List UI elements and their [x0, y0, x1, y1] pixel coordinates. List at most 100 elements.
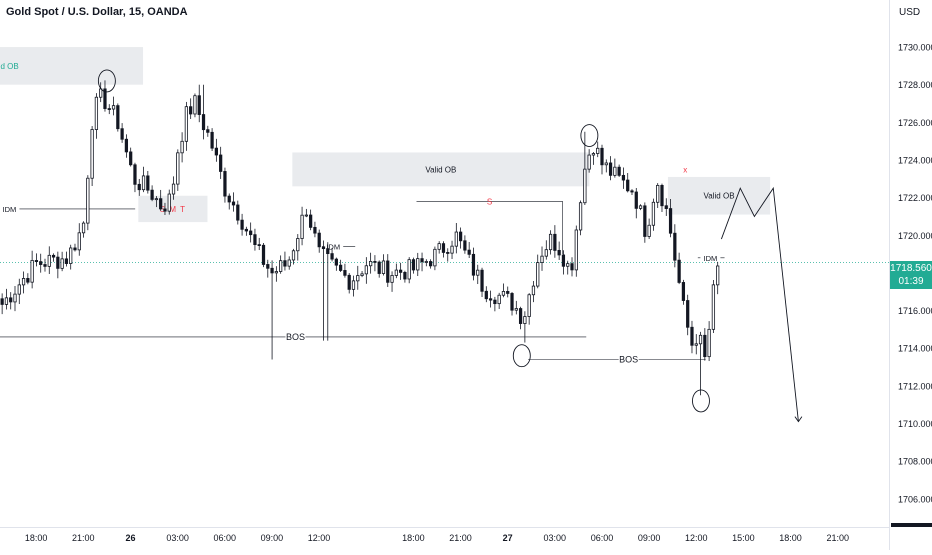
candle-body-up — [578, 202, 583, 231]
candle-body-up — [450, 245, 454, 254]
candle — [518, 306, 523, 330]
candle-body-down — [703, 334, 707, 358]
candle-body-up — [454, 231, 458, 247]
candle — [283, 251, 287, 271]
sweep-x-marker: x — [683, 165, 687, 174]
candle-body-down — [330, 253, 334, 260]
candle-body-up — [531, 285, 536, 296]
candle — [180, 132, 184, 163]
x-tick-label: 21:00 — [72, 533, 95, 543]
candle — [441, 241, 446, 258]
candle — [90, 126, 94, 186]
candle-body-up — [437, 243, 441, 250]
candle — [43, 258, 47, 272]
candle-body-down — [643, 205, 647, 237]
candle — [369, 252, 373, 274]
candle-body-down — [146, 175, 150, 191]
candle-body-down — [249, 230, 253, 236]
sweep-label: S — [487, 197, 492, 206]
candle — [249, 222, 253, 243]
candle — [660, 183, 664, 213]
candle — [488, 290, 493, 308]
candle-body-down — [347, 274, 351, 290]
y-tick-label: 1726.000 — [898, 118, 932, 128]
candle-body-up — [30, 260, 34, 283]
candle — [510, 291, 514, 316]
candle-body-down — [219, 154, 223, 172]
candle-body-down — [257, 244, 261, 247]
candle-body-up — [566, 263, 570, 267]
candle — [463, 235, 467, 254]
candle — [129, 147, 133, 167]
candle-body-down — [201, 114, 206, 131]
candle-body-up — [390, 275, 394, 283]
countdown-value: 01:39 — [898, 276, 924, 287]
level-label-bg — [285, 331, 306, 342]
candle — [604, 159, 608, 173]
candle — [227, 193, 231, 210]
x-tick-label: 18:00 — [25, 533, 48, 543]
candle-body-up — [90, 129, 94, 179]
candle — [553, 225, 557, 258]
y-tick-label: 1716.000 — [898, 306, 932, 316]
candle — [686, 294, 690, 336]
candle-body-down — [210, 131, 214, 149]
candle — [69, 244, 73, 270]
order-block-zone — [667, 176, 771, 215]
candle-body-up — [180, 140, 184, 154]
candle — [107, 104, 111, 115]
candle — [480, 267, 484, 297]
zone-label: S M T — [160, 205, 186, 214]
candle — [591, 151, 596, 165]
candle — [133, 162, 137, 193]
x-tick-label: 21:00 — [826, 533, 849, 543]
candle-body-down — [484, 290, 488, 300]
candle-body-up — [369, 261, 373, 267]
candle-body-up — [304, 214, 308, 217]
candle-body-down — [150, 189, 154, 200]
candle-body-down — [56, 256, 60, 269]
candle — [454, 222, 458, 254]
candle-body-down — [321, 246, 326, 250]
candle — [527, 293, 531, 325]
price-scale-handle[interactable] — [891, 523, 932, 527]
candle — [493, 296, 497, 312]
candle-body-down — [159, 198, 163, 210]
candle-body-up — [698, 334, 703, 345]
candle-body-down — [690, 326, 694, 346]
y-tick-label: 1706.000 — [898, 494, 932, 504]
last-price-badge: 1718.560 01:39 — [890, 261, 932, 289]
candle-body-down — [441, 243, 446, 253]
candle-body-down — [377, 261, 381, 274]
candle-body-up — [86, 177, 90, 224]
candle — [690, 320, 694, 354]
candle-body-up — [274, 271, 278, 274]
candle-body-down — [0, 298, 4, 305]
candle — [167, 189, 171, 215]
candle — [184, 101, 189, 151]
candle — [171, 176, 176, 200]
candle-body-down — [668, 208, 673, 234]
chart-title: Gold Spot / U.S. Dollar, 15, OANDA — [6, 6, 188, 18]
candle-body-down — [673, 232, 677, 261]
candle — [707, 321, 711, 362]
level-label: IDM — [326, 243, 340, 252]
level-label-bg — [323, 241, 344, 252]
x-tick-label: 09:00 — [261, 533, 284, 543]
candle-body-down — [428, 261, 433, 267]
candle — [64, 251, 69, 267]
candle-body-down — [124, 138, 129, 153]
x-tick-label: 18:00 — [779, 533, 802, 543]
candle — [120, 123, 124, 143]
candle — [201, 84, 206, 140]
candle-body-down — [236, 204, 240, 221]
candle-body-down — [446, 252, 450, 254]
last-price-value: 1718.560 — [890, 263, 932, 274]
candle-body-down — [386, 260, 390, 283]
candle — [561, 250, 566, 275]
candle-body-down — [313, 226, 317, 234]
candle — [300, 206, 304, 246]
candle — [197, 84, 201, 123]
